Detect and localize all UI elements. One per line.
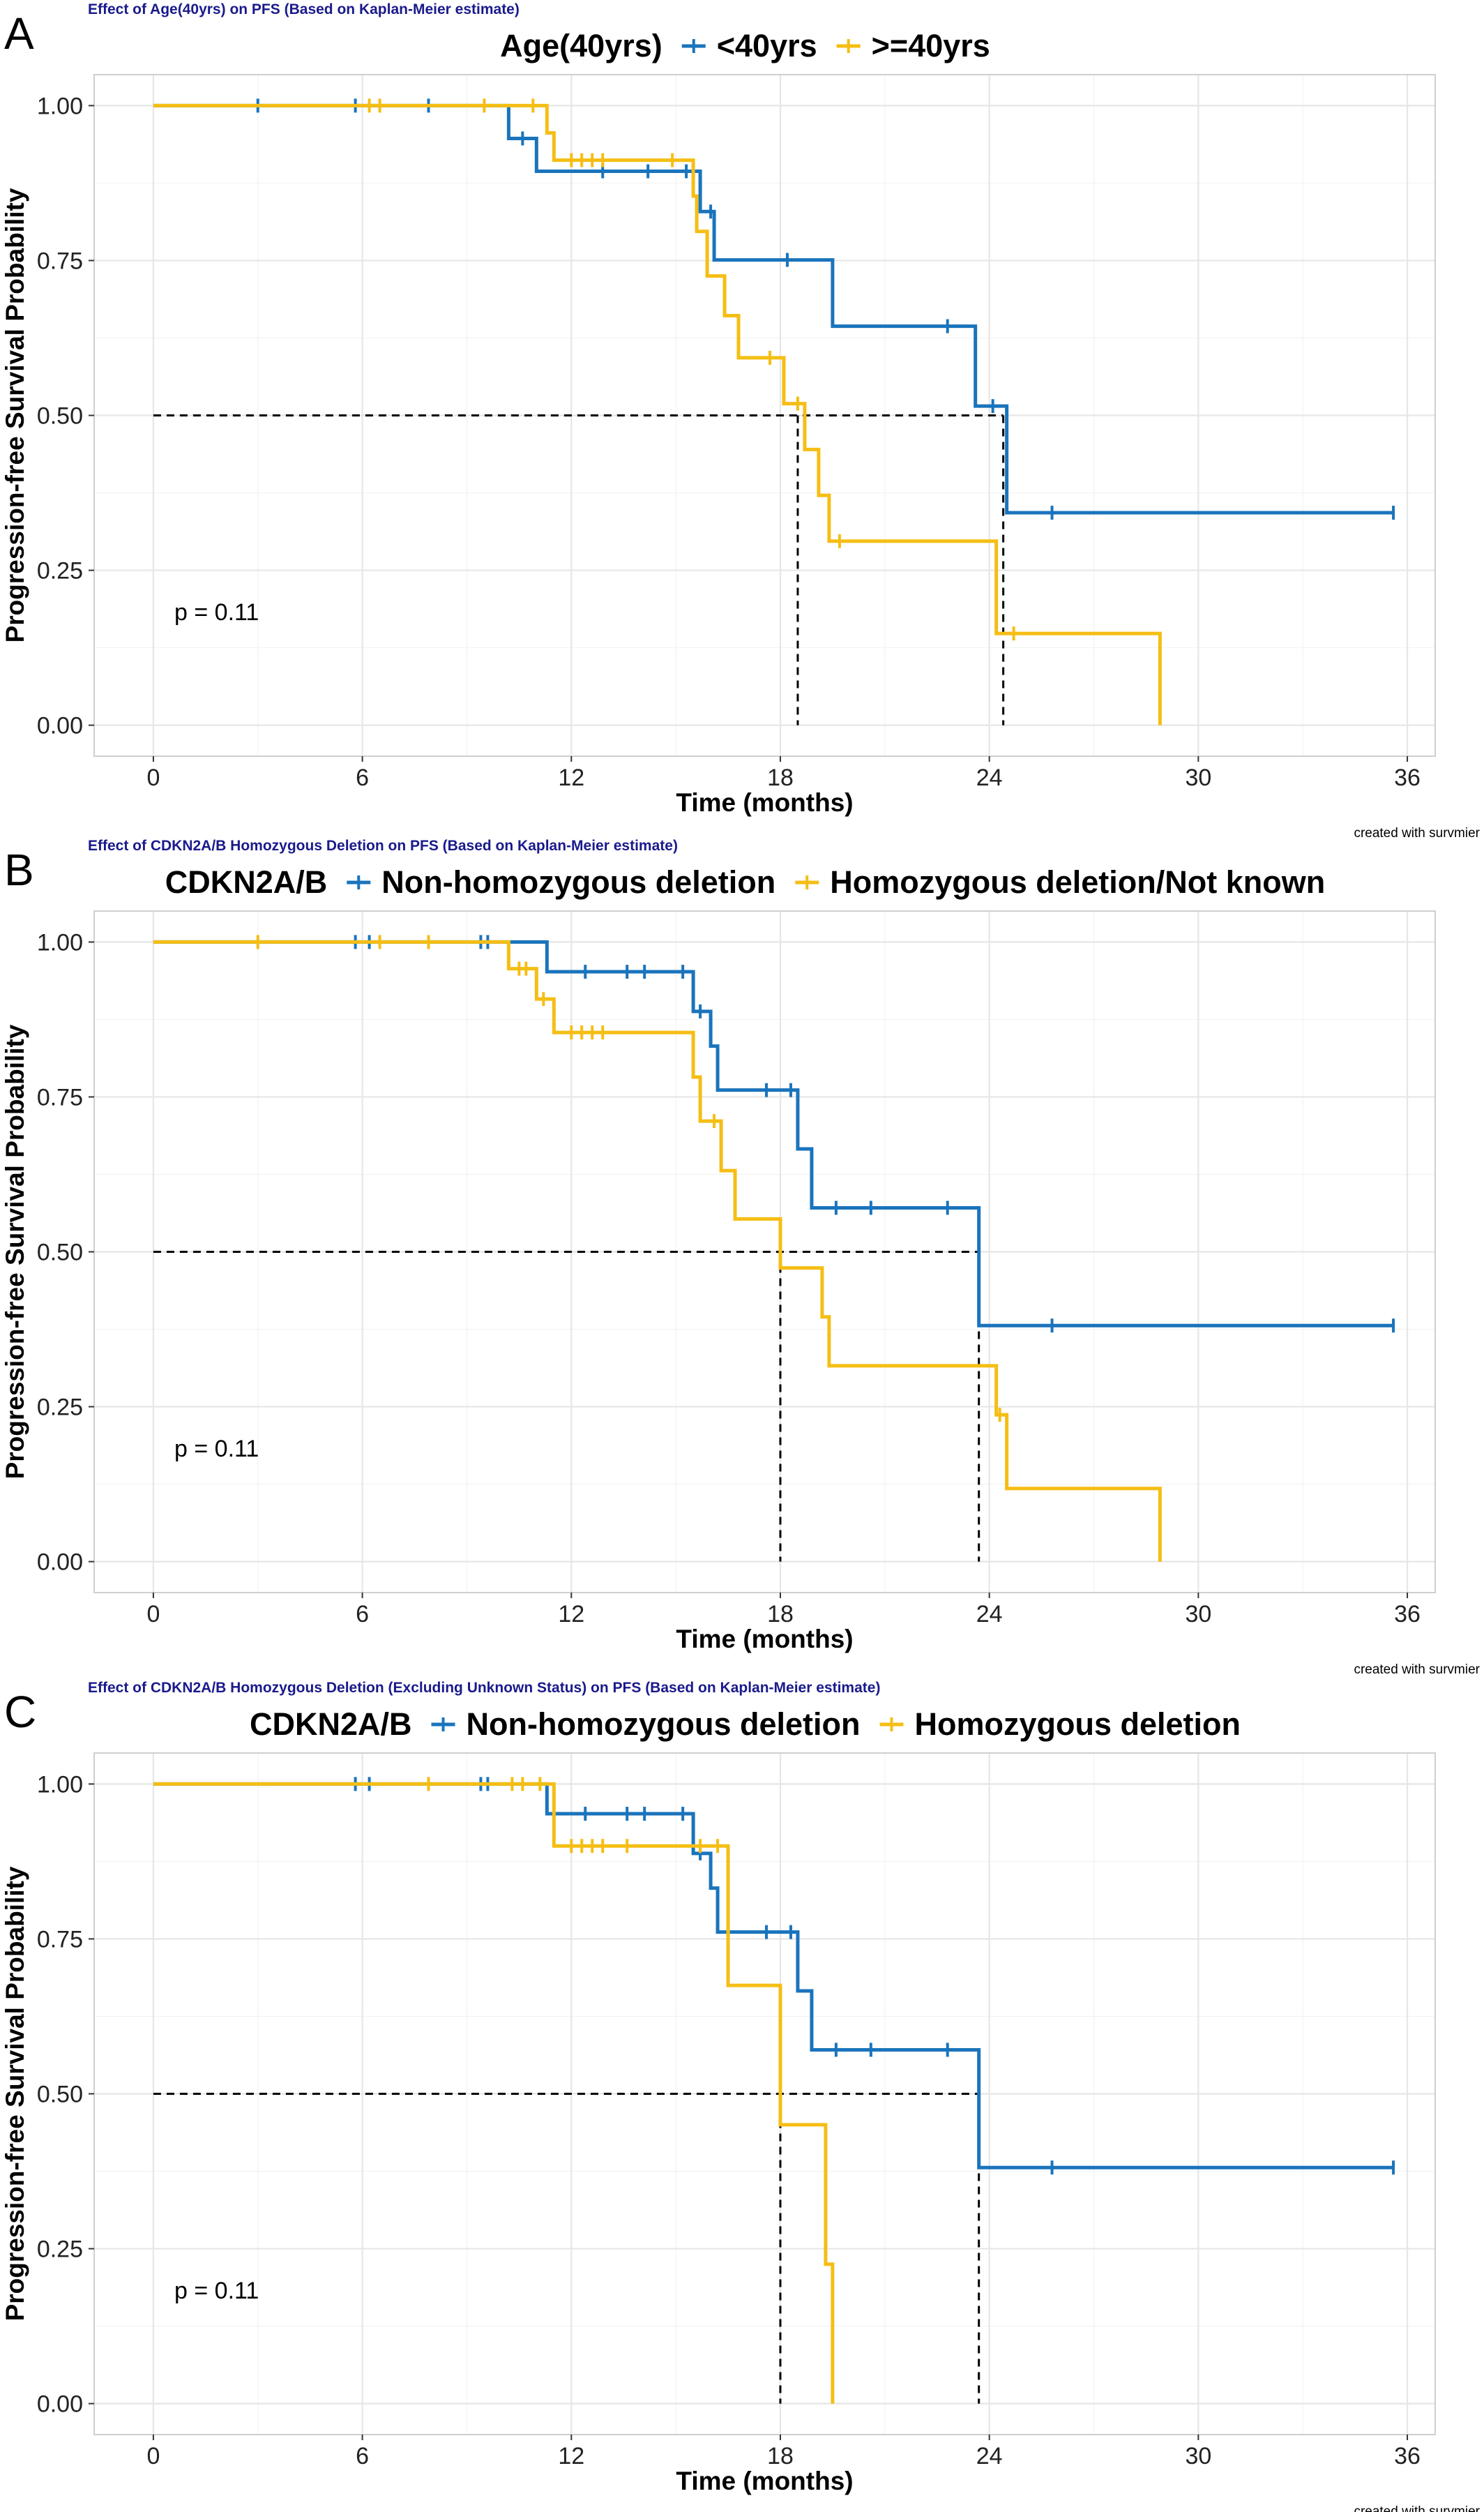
legend-key [681,39,706,53]
km-curve [153,103,1162,725]
x-tick-label: 24 [976,2443,1003,2469]
y-tick-label: 0.50 [37,2082,83,2108]
y-tick-label: 0.25 [37,1394,83,1421]
x-tick-label: 0 [146,1601,160,1627]
chart-title: Effect of CDKN2A/B Homozygous Deletion (… [88,1680,880,1696]
series-1 [153,935,1162,1562]
p-value: p = 0.11 [174,599,259,626]
legend: CDKN2A/B Non-homozygous deletion Homozygou… [165,864,1325,900]
series-0 [153,935,1395,1333]
x-tick-label: 30 [1185,765,1211,791]
y-axis-label: Progression-free Survival Probability [1,188,29,642]
legend-key [347,875,371,889]
panel-letter: A [4,8,34,59]
x-tick-label: 6 [356,2443,369,2469]
legend-key [795,875,819,889]
chart-title: Effect of CDKN2A/B Homozygous Deletion o… [88,838,678,854]
legend-label: Non-homozygous deletion [467,1706,861,1742]
x-tick-label: 12 [558,2443,584,2469]
x-tick-label: 6 [356,765,369,791]
series-1 [153,98,1162,725]
legend-key [836,39,861,53]
y-tick-label: 0.75 [37,1084,83,1111]
y-tick-label: 0.50 [37,403,83,430]
p-value: p = 0.11 [174,1436,259,1462]
panel-c: C Effect of CDKN2A/B Homozygous Deletion … [1,1680,1481,2512]
x-tick-label: 0 [146,2443,160,2469]
panel-a: A Effect of Age(40yrs) on PFS (Based on K… [1,1,1481,841]
km-curve [153,1782,1394,2169]
y-tick-label: 1.00 [37,929,83,956]
p-value: p = 0.11 [174,2278,259,2304]
x-tick-label: 30 [1185,1601,1211,1627]
caption: created with survmier [1354,826,1480,841]
panel-letter: B [4,845,34,895]
series-0 [153,98,1395,520]
legend-label: Homozygous deletion [914,1706,1241,1742]
x-tick-label: 24 [976,765,1003,791]
y-tick-label: 0.25 [37,2236,83,2263]
panel-letter: C [4,1687,36,1737]
x-tick-label: 36 [1394,2443,1421,2469]
y-tick-label: 0.00 [37,2391,83,2418]
y-tick-label: 0.00 [37,713,83,739]
y-tick-label: 0.75 [37,248,83,274]
km-curve [153,103,1394,515]
series-1 [153,1777,835,2404]
panel-b: B Effect of CDKN2A/B Homozygous Deletion … [1,838,1481,1677]
legend-key [431,1717,455,1731]
x-tick-label: 18 [767,765,794,791]
caption: created with survmier [1354,2504,1480,2512]
km-curve [153,940,1394,1328]
legend-title: CDKN2A/B [250,1706,412,1742]
x-axis-label: Time (months) [676,1625,853,1653]
x-axis-label: Time (months) [676,788,853,817]
chart-title: Effect of Age(40yrs) on PFS (Based on Ka… [88,1,520,17]
y-tick-label: 0.00 [37,1549,83,1576]
legend: Age(40yrs) <40yrs >=40yrs [500,28,990,63]
x-axis-label: Time (months) [676,2467,853,2495]
x-tick-label: 0 [146,765,160,791]
legend-label: Homozygous deletion/Not known [830,864,1325,900]
km-curve [153,1782,835,2404]
y-axis-label: Progression-free Survival Probability [1,1024,29,1479]
x-tick-label: 36 [1394,1601,1421,1627]
legend-title: Age(40yrs) [500,28,662,63]
legend: CDKN2A/B Non-homozygous deletion Homozygou… [250,1706,1241,1742]
y-tick-label: 0.75 [37,1926,83,1953]
y-axis-label: Progression-free Survival Probability [1,1866,29,2321]
series-0 [153,1777,1395,2175]
legend-title: CDKN2A/B [165,864,328,900]
caption: created with survmier [1354,1662,1480,1677]
legend-label: >=40yrs [872,28,990,63]
legend-key [879,1717,904,1731]
x-tick-label: 24 [976,1601,1003,1627]
y-tick-label: 1.00 [37,93,83,119]
x-tick-label: 12 [558,765,584,791]
y-tick-label: 1.00 [37,1771,83,1798]
legend-label: Non-homozygous deletion [381,864,775,900]
y-tick-label: 0.25 [37,558,83,585]
x-tick-label: 6 [356,1601,369,1627]
x-tick-label: 12 [558,1601,584,1627]
x-tick-label: 18 [767,1601,794,1627]
legend-label: <40yrs [717,28,817,63]
x-tick-label: 30 [1185,2443,1211,2469]
y-tick-label: 0.50 [37,1240,83,1266]
x-tick-label: 18 [767,2443,794,2469]
x-tick-label: 36 [1394,765,1421,791]
